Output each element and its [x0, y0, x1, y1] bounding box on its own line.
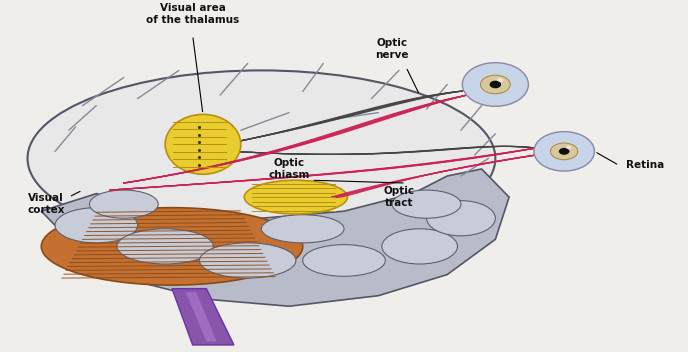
Ellipse shape	[497, 78, 504, 82]
Ellipse shape	[261, 215, 344, 243]
Ellipse shape	[462, 63, 528, 106]
Ellipse shape	[303, 245, 385, 276]
Ellipse shape	[559, 148, 570, 155]
Ellipse shape	[392, 190, 461, 218]
Ellipse shape	[41, 208, 303, 285]
Text: Optic
nerve: Optic nerve	[376, 38, 409, 60]
Polygon shape	[186, 292, 217, 341]
Ellipse shape	[200, 243, 296, 278]
Ellipse shape	[427, 201, 495, 236]
Ellipse shape	[550, 143, 578, 160]
Ellipse shape	[480, 75, 510, 94]
Polygon shape	[41, 169, 509, 306]
Ellipse shape	[55, 208, 138, 243]
Text: Visual
cortex: Visual cortex	[28, 193, 65, 215]
Ellipse shape	[165, 114, 241, 174]
Ellipse shape	[28, 70, 495, 246]
Ellipse shape	[566, 146, 572, 149]
Ellipse shape	[534, 132, 594, 171]
Ellipse shape	[117, 229, 213, 264]
Polygon shape	[172, 289, 234, 345]
Text: Optic
chiasm: Optic chiasm	[268, 158, 310, 180]
Text: Visual area
of the thalamus: Visual area of the thalamus	[146, 3, 239, 25]
Text: Retina: Retina	[626, 161, 665, 170]
Ellipse shape	[244, 180, 347, 214]
Ellipse shape	[490, 81, 501, 88]
Ellipse shape	[89, 190, 158, 218]
Text: Optic
tract: Optic tract	[383, 186, 415, 208]
Ellipse shape	[382, 229, 458, 264]
